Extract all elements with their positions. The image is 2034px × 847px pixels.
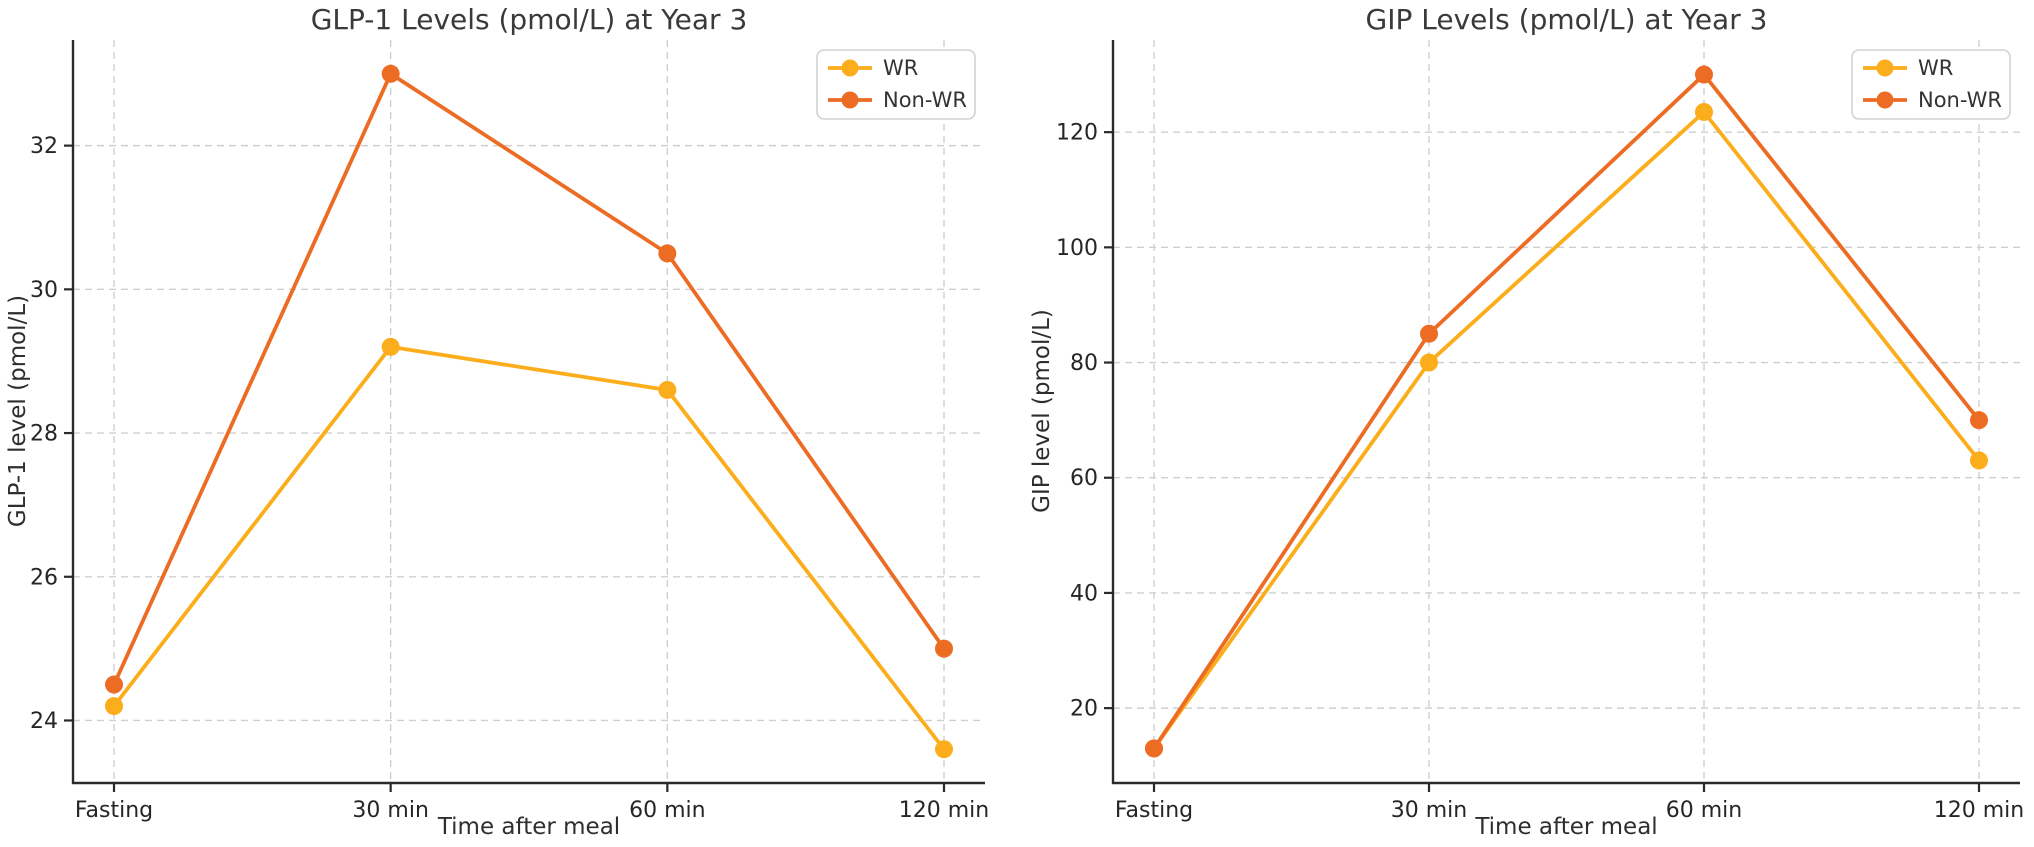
x-tick-label: 30 min [1391,798,1467,823]
gip-chart-canvas: 20 40 60 80 100 120 Fasting 30 min 60 min 120 min… [1056,40,2024,823]
gip-x-axis-label: Time after meal [1475,814,1658,840]
legend-marker [841,91,859,109]
x-tick-label: 60 min [1666,798,1742,823]
y-tick-label: 120 [1056,121,1098,146]
y-tick-label: 60 [1070,466,1098,491]
gip-chart-title: GIP Levels (pmol/L) at Year 3 [1365,3,1768,36]
y-tick-label: 80 [1070,351,1098,376]
x-tick-label: Fasting [1115,798,1193,823]
non-wr-data-point-marker [1420,324,1438,343]
wr-data-point-marker [105,697,123,716]
x-tick-label: 60 min [629,798,705,823]
legend-label: Non-WR [1918,88,2002,112]
wr-data-point-marker [381,337,400,356]
gip-chart-panel: GIP Levels (pmol/L) at Year 3 GIP level … [1017,0,2034,847]
wr-data-point-marker [1695,102,1713,121]
glp1-chart-title: GLP-1 Levels (pmol/L) at Year 3 [310,3,748,36]
wr-series-line [1152,110,1981,751]
y-tick-label: 24 [30,709,58,734]
non-wr-data-point-marker [658,244,677,263]
glp1-x-axis-label: Time after meal [437,814,621,840]
non-wr-series-line [1152,72,1981,751]
legend-label: WR [883,56,918,80]
non-wr-data-point-marker [935,639,953,658]
wr-series-line [112,344,946,752]
non-wr-data-point-marker [105,675,123,694]
y-tick-label: 30 [30,278,58,303]
y-tick-label: 100 [1056,236,1098,261]
y-tick-label: 32 [30,134,58,159]
wr-data-point-marker [658,380,677,399]
legend-marker [1876,91,1894,109]
x-tick-label: Fasting [75,798,153,823]
glp1-chart-canvas: 24 26 28 30 32 Fasting 30 min 60 min 120 min WR No… [30,40,989,823]
non-wr-data-point-marker [381,64,400,83]
legend-label: WR [1918,56,1953,80]
legend-label: Non-WR [883,88,967,112]
y-tick-label: 26 [30,565,58,590]
y-tick-label: 20 [1070,697,1098,722]
legend-marker [841,59,859,77]
non-wr-series-line [112,71,946,687]
x-tick-label: 120 min [1934,798,2024,823]
wr-data-point-marker [1420,353,1438,372]
non-wr-data-point-marker [1695,65,1713,84]
legend-marker [1876,59,1894,77]
y-tick-label: 28 [30,422,58,447]
y-tick-label: 40 [1070,581,1098,606]
x-tick-label: 30 min [352,798,428,823]
glp1-chart-panel: GLP-1 Levels (pmol/L) at Year 3 GLP-1 le… [5,3,989,840]
wr-data-point-marker [1970,451,1988,470]
non-wr-data-point-marker [1970,411,1988,430]
x-tick-label: 120 min [899,798,989,823]
wr-data-point-marker [935,740,953,759]
non-wr-data-point-marker [1145,739,1163,758]
